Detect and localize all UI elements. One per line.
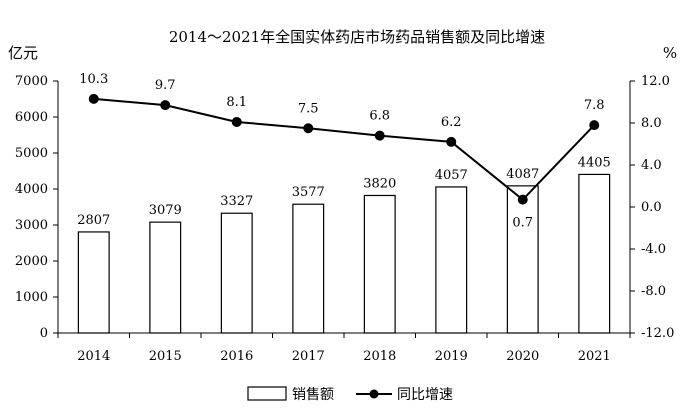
bar (578, 173, 611, 334)
line-point (88, 93, 99, 104)
line-point (231, 116, 242, 127)
left-tick-label: 5000 (15, 146, 48, 161)
legend-line-marker (369, 389, 379, 399)
bar-value-label: 3079 (149, 203, 182, 218)
x-tick-label: 2017 (292, 349, 325, 364)
bar-value-label: 4057 (435, 168, 468, 183)
right-tick-label: -8.0 (641, 284, 666, 299)
bar (506, 185, 539, 334)
line-point (160, 100, 171, 111)
line-point (517, 194, 528, 205)
line-value-label: 7.5 (298, 101, 319, 116)
bar (77, 231, 110, 334)
line-value-label: 9.7 (155, 78, 176, 93)
left-tick-label: 7000 (15, 74, 48, 89)
line-value-label: 8.1 (226, 95, 247, 110)
legend-label-growth: 同比增速 (397, 387, 453, 403)
line-value-label: 0.7 (512, 216, 533, 231)
chart-title: 2014～2021年全国实体药店市场药品销售额及同比增速 (169, 28, 545, 46)
left-tick-label: 6000 (15, 110, 48, 125)
legend-label-sales: 销售额 (292, 387, 334, 403)
line-value-label: 6.8 (369, 109, 390, 124)
line-series (88, 93, 600, 205)
right-tick-label: 8.0 (641, 116, 662, 131)
bar (220, 212, 253, 334)
right-tick-label: 0.0 (641, 200, 662, 215)
growth-line (93, 97, 595, 202)
bar-series (77, 173, 611, 334)
x-tick-label: 2016 (220, 349, 253, 364)
bar (292, 203, 325, 334)
x-tick-label: 2014 (77, 349, 110, 364)
left-tick-label: 0 (40, 326, 48, 341)
bar (435, 186, 468, 334)
line-point (374, 130, 385, 141)
axes: 0 1000 2000 3000 4000 5000 6000 7000 -12.0 -8.0 -4… (15, 74, 674, 364)
x-tick-label: 2018 (363, 349, 396, 364)
line-point (589, 120, 600, 131)
bar-value-label: 4405 (578, 155, 611, 170)
line-point (303, 123, 314, 134)
line-value-label: 7.8 (584, 98, 605, 113)
left-tick-label: 4000 (15, 182, 48, 197)
x-tick-label: 2019 (435, 349, 468, 364)
right-tick-label: -4.0 (641, 242, 666, 257)
bar-value-label: 3820 (363, 176, 396, 191)
bar-value-label: 2807 (77, 213, 110, 228)
line-value-label: 6.2 (441, 115, 462, 130)
bar-value-label: 3327 (220, 194, 253, 209)
line-value-label: 10.3 (79, 72, 108, 87)
data-labels: 2807 3079 3327 3577 3820 4057 4087 4405 10.3 9.7 8… (77, 72, 611, 231)
x-tick-label: 2015 (149, 349, 182, 364)
bar-value-label: 3577 (292, 185, 325, 200)
right-tick-label: -12.0 (641, 326, 674, 341)
right-tick-label: 12.0 (641, 74, 670, 89)
legend: 销售额 同比增速 (247, 386, 453, 403)
bar-value-label: 4087 (506, 167, 539, 182)
bar (363, 194, 396, 334)
legend-bar-swatch (247, 386, 287, 401)
line-point (446, 136, 457, 147)
left-axis-unit: 亿元 (8, 44, 38, 62)
x-tick-label: 2020 (506, 349, 539, 364)
left-tick-label: 2000 (15, 254, 48, 269)
bar (149, 221, 182, 334)
right-axis-unit: % (663, 44, 677, 62)
left-tick-label: 3000 (15, 218, 48, 233)
right-tick-label: 4.0 (641, 158, 662, 173)
x-tick-label: 2021 (578, 349, 611, 364)
left-tick-label: 1000 (15, 290, 48, 305)
